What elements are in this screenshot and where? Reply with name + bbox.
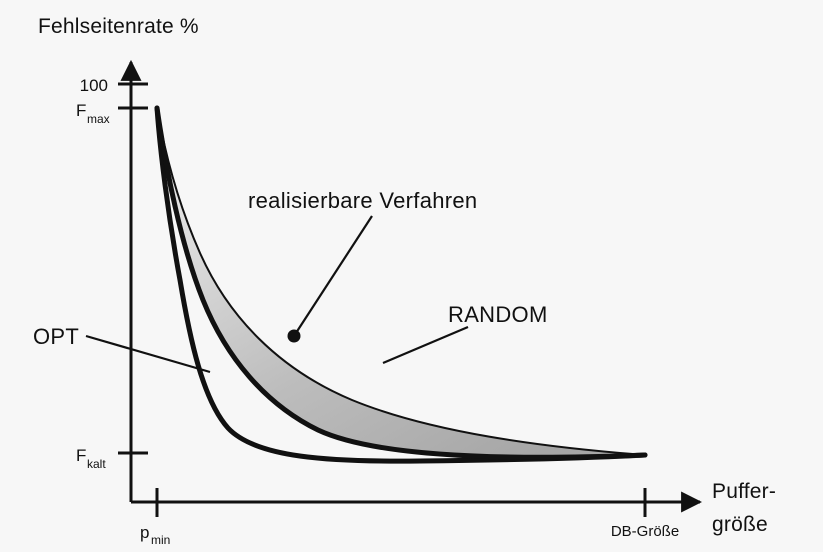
- shaded-band-realisierbare-verfahren: [157, 108, 645, 458]
- x-tick-label-dbgroesse: DB-Größe: [611, 523, 679, 540]
- leader-line-realisierbare: [293, 215, 373, 337]
- y-tick-label-fkalt-sub: kalt: [87, 457, 106, 471]
- x-axis-title-line1: Puffer-: [712, 480, 776, 503]
- y-tick-label-100: 100: [80, 76, 108, 95]
- x-axis-title-line2: größe: [712, 513, 768, 536]
- leader-line-random: [382, 325, 469, 365]
- y-axis-title: Fehlseitenrate %: [38, 15, 199, 38]
- curve-random: [154, 105, 648, 460]
- x-tick-label-pmin-base: p: [140, 523, 149, 542]
- annotation-label-opt: OPT: [33, 324, 79, 349]
- annotation-dot-realisierbare: [287, 329, 301, 343]
- y-tick-label-fmax-base: F: [76, 101, 86, 120]
- y-tick-label-fmax-sub: max: [87, 112, 110, 126]
- leader-line-opt: [85, 334, 211, 374]
- y-tick-label-fkalt-base: F: [76, 446, 86, 465]
- annotation-label-realisierbare-verfahren: realisierbare Verfahren: [248, 188, 477, 213]
- curve-realisierbare-lower: [156, 107, 646, 456]
- annotation-label-random: RANDOM: [448, 302, 548, 327]
- curve-opt: [154, 105, 648, 464]
- x-tick-label-pmin-sub: min: [151, 533, 170, 547]
